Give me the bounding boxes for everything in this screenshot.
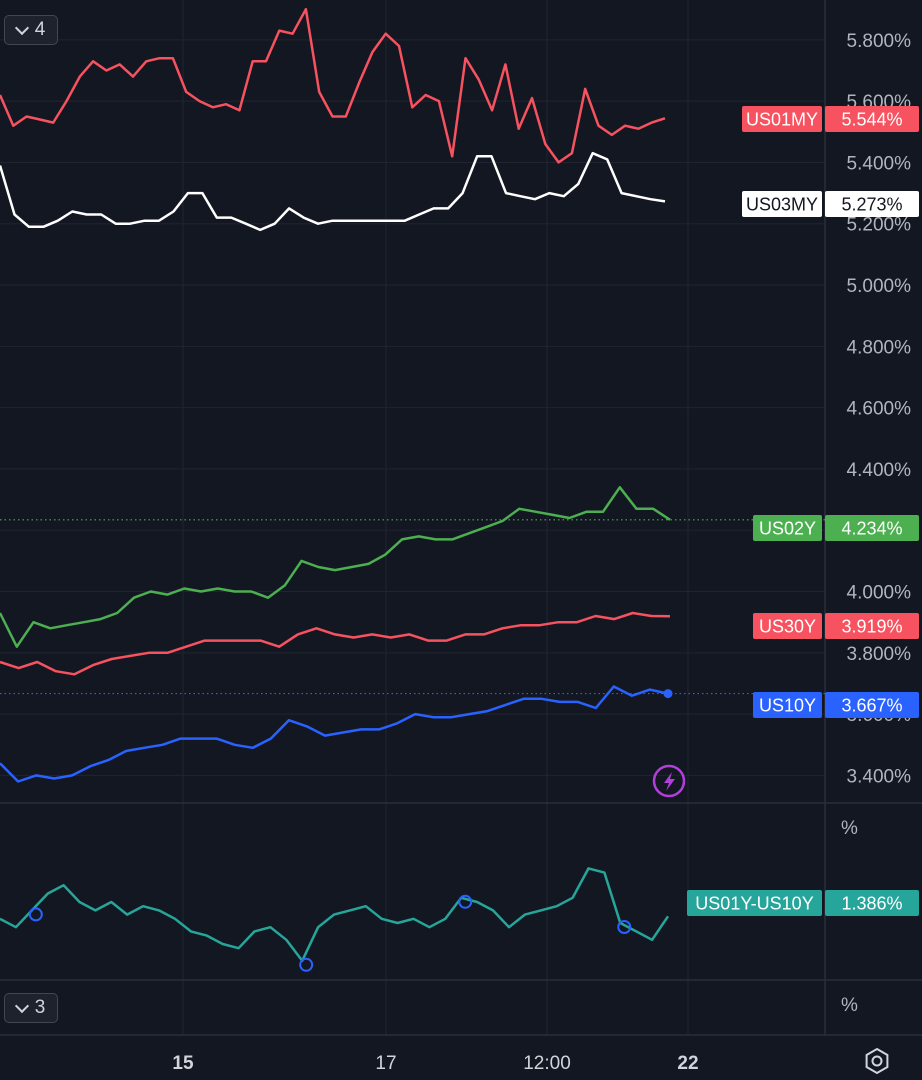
tag-series-name: US01MY xyxy=(746,110,818,130)
price-tick-label: 4.600% xyxy=(847,399,912,420)
tag-series-name: US10Y xyxy=(759,696,816,716)
chevron-down-icon xyxy=(14,998,29,1013)
grid-lines xyxy=(0,0,825,1035)
tag-us02y: US02Y 4.234% xyxy=(753,515,919,541)
lightning-icon[interactable] xyxy=(652,764,686,798)
time-tick-label: 15 xyxy=(172,1053,194,1074)
tag-us30y: US30Y 3.919% xyxy=(753,613,919,639)
tag-last-value: 3.667% xyxy=(841,696,902,716)
collapse-lower-pane-button[interactable]: 3 xyxy=(4,993,58,1023)
tag-name-box xyxy=(742,191,822,217)
event-marker-icon xyxy=(28,907,43,922)
tag-us01my: US01MY 5.544% xyxy=(742,106,919,132)
tag-series-name: US30Y xyxy=(759,617,816,637)
price-tick-label: 3.400% xyxy=(847,766,912,787)
tag-us03my: US03MY 5.273% xyxy=(742,191,919,217)
tag-last-value: 1.386% xyxy=(841,894,902,914)
last-value-tags: US01MY 5.544% US03MY 5.273% US02Y 4.234% US30Y… xyxy=(687,106,919,916)
price-tick-label: 5.400% xyxy=(847,153,912,174)
tag-last-value: 4.234% xyxy=(841,519,902,539)
tag-value-box xyxy=(825,890,919,916)
settings-gear-icon[interactable] xyxy=(862,1046,892,1076)
indicator-line xyxy=(0,867,670,963)
tag-series-name: US02Y xyxy=(759,519,816,539)
tag-name-box xyxy=(753,613,822,639)
tag-name-box xyxy=(687,890,822,916)
event-marker-icon xyxy=(299,957,314,972)
series-line-us03my xyxy=(0,151,666,232)
tag-value-box xyxy=(825,692,919,718)
series-layer xyxy=(0,7,825,783)
price-tick-label: 3.800% xyxy=(847,644,912,665)
chevron-down-icon xyxy=(14,20,29,35)
series-line-us01my xyxy=(0,7,666,164)
tag-value-box xyxy=(825,106,919,132)
time-tick-label: 17 xyxy=(375,1053,396,1074)
event-marker-icon xyxy=(617,920,632,934)
series-line-us10y xyxy=(0,685,669,783)
lower-pane-count: 3 xyxy=(34,997,46,1018)
tag-series-name: US01Y-US10Y xyxy=(695,894,813,914)
tag-last-value: 3.919% xyxy=(841,617,902,637)
main-pane-count: 4 xyxy=(34,19,46,40)
percent-unit-subpane: % xyxy=(841,818,858,839)
tag-value-box xyxy=(825,515,919,541)
percent-unit-bottom: % xyxy=(841,995,858,1016)
tag-value-box xyxy=(825,613,919,639)
time-tick-label: 12:00 xyxy=(523,1053,571,1074)
series-line-us30y xyxy=(0,611,671,676)
price-tick-label: 4.800% xyxy=(847,337,912,358)
event-marker-icon xyxy=(458,894,473,909)
series-line-us02y xyxy=(0,486,671,648)
tag-name-box xyxy=(753,692,822,718)
price-tick-label: 5.800% xyxy=(847,31,912,52)
collapse-main-pane-button[interactable]: 4 xyxy=(4,15,58,45)
price-tick-label: 4.000% xyxy=(847,583,912,604)
tag-value-box xyxy=(825,191,919,217)
tag-name-box xyxy=(742,106,822,132)
tag-last-value: 5.544% xyxy=(841,110,902,130)
price-tick-label: 5.200% xyxy=(847,215,912,236)
price-tick-label: 5.000% xyxy=(847,276,912,297)
time-tick-label: 22 xyxy=(677,1053,698,1074)
tag-us10y: US10Y 3.667% xyxy=(753,692,919,718)
tag-us01y-us10y: US01Y-US10Y 1.386% xyxy=(687,890,919,916)
price-tick-label: 4.400% xyxy=(847,460,912,481)
indicator-pane xyxy=(0,867,670,972)
time-axis[interactable]: 15 17 12:00 22 xyxy=(172,1053,698,1074)
price-axis[interactable]: 5.800%5.600%5.400%5.200%5.000%4.800%4.60… xyxy=(847,31,912,788)
tag-series-name: US03MY xyxy=(746,195,818,215)
tag-last-value: 5.273% xyxy=(841,195,902,215)
series-end-marker xyxy=(663,689,673,699)
tag-name-box xyxy=(753,515,822,541)
